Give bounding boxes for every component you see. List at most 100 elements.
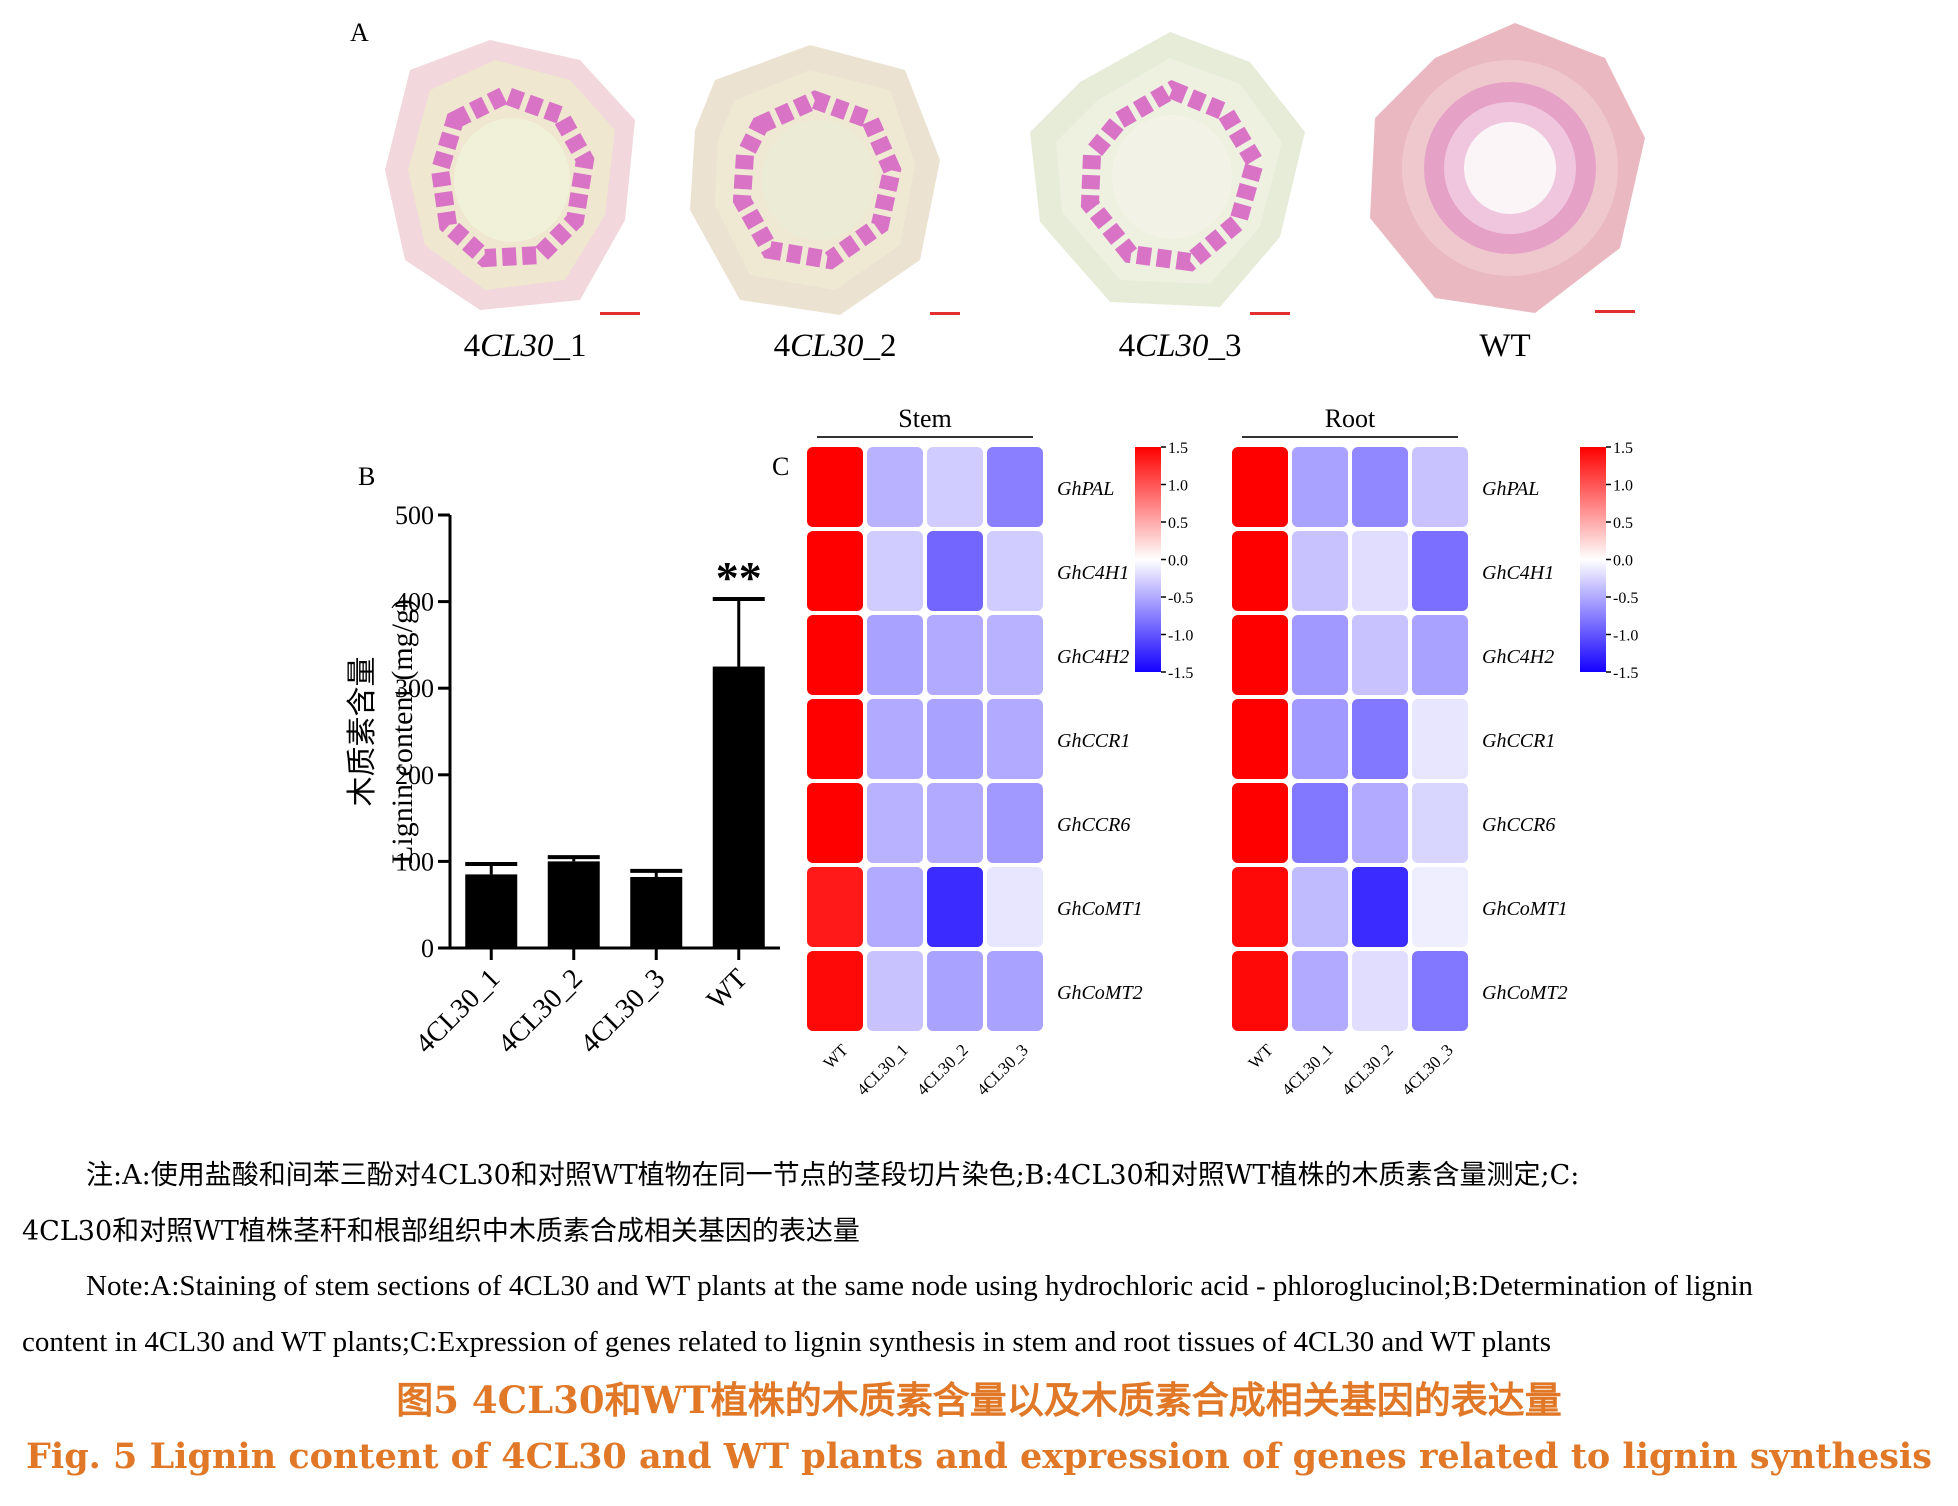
gene-label: GhCoMT2 bbox=[1482, 982, 1568, 1004]
gene-label: GhPAL bbox=[1057, 478, 1114, 500]
scale-tick-label: -0.5 bbox=[1613, 590, 1638, 607]
heatmap-cell bbox=[867, 447, 923, 527]
stem-section-photo-2 bbox=[690, 45, 960, 315]
heatmap-cell bbox=[867, 951, 923, 1031]
heatmap-cell bbox=[1292, 699, 1348, 779]
gene-label: GhCCR6 bbox=[1057, 814, 1130, 836]
heatmap-cell bbox=[1412, 867, 1468, 947]
color-scale-bar bbox=[1135, 447, 1161, 672]
heatmap-cell bbox=[807, 699, 863, 779]
column-label: WT bbox=[820, 1040, 853, 1073]
note-en-line2: content in 4CL30 and WT plants;C:Express… bbox=[22, 1326, 1552, 1358]
significance-mark: ** bbox=[716, 552, 762, 603]
panel-b-letter: B bbox=[358, 462, 376, 491]
stem-section-photo-3 bbox=[1030, 32, 1305, 315]
heatmap-cell bbox=[867, 699, 923, 779]
heatmap-cell bbox=[927, 783, 983, 863]
gene-label: GhPAL bbox=[1482, 478, 1539, 500]
heatmap-cell bbox=[987, 447, 1043, 527]
heatmap-cell bbox=[1292, 783, 1348, 863]
stem-section-photo-wt bbox=[1370, 23, 1645, 313]
column-label: 4CL30_3 bbox=[1398, 1040, 1457, 1099]
heatmap-cell bbox=[867, 867, 923, 947]
note-cn-line1: 注:A:使用盐酸和间苯三酚对4CL30和对照WT植物在同一节点的茎段切片染色;B… bbox=[86, 1160, 1580, 1191]
scale-tick-label: 0.5 bbox=[1613, 515, 1633, 532]
photo-label-wt: WT bbox=[1479, 328, 1531, 364]
scale-tick-label: -0.5 bbox=[1168, 590, 1193, 607]
heatmap-cell bbox=[1292, 615, 1348, 695]
heatmap-cell bbox=[867, 783, 923, 863]
heatmap-cell bbox=[807, 951, 863, 1031]
scale-tick-label: 1.0 bbox=[1613, 478, 1633, 495]
heatmap-cell bbox=[1232, 447, 1288, 527]
scale-tick-label: -1.5 bbox=[1613, 665, 1638, 682]
note-cn-line2: 4CL30和对照WT植株茎秆和根部组织中木质素合成相关基因的表达量 bbox=[22, 1216, 860, 1247]
heatmap-cell bbox=[1352, 531, 1408, 611]
bar bbox=[712, 666, 765, 948]
scale-tick-label: 1.0 bbox=[1168, 478, 1188, 495]
y-tick-label: 0 bbox=[421, 934, 434, 963]
gene-label: GhC4H2 bbox=[1057, 646, 1129, 668]
heatmap-cell bbox=[1352, 951, 1408, 1031]
gene-label: GhCoMT2 bbox=[1057, 982, 1143, 1004]
figure-caption-en: Fig. 5 Lignin content of 4CL30 and WT pl… bbox=[26, 1436, 1932, 1477]
heatmap-cell bbox=[1412, 447, 1468, 527]
heatmap-cell bbox=[1232, 951, 1288, 1031]
heatmap-cell bbox=[867, 531, 923, 611]
gene-label: GhCoMT1 bbox=[1057, 898, 1143, 920]
heatmap-cell bbox=[1232, 699, 1288, 779]
heatmap-cell bbox=[807, 447, 863, 527]
heatmap-cell bbox=[927, 615, 983, 695]
note-en-line1: Note:A:Staining of stem sections of 4CL3… bbox=[86, 1270, 1753, 1302]
heatmap-cell bbox=[987, 783, 1043, 863]
column-label: WT bbox=[1245, 1040, 1278, 1073]
scale-tick-label: -1.0 bbox=[1168, 628, 1193, 645]
heatmap-cell bbox=[987, 531, 1043, 611]
y-tick-label: 100 bbox=[395, 847, 434, 876]
note-cn: 注:A:使用盐酸和间苯三酚对4CL30和对照WT植物在同一节点的茎段切片染色;B… bbox=[22, 1148, 1942, 1260]
scale-tick-label: -1.5 bbox=[1168, 665, 1193, 682]
y-tick-label: 400 bbox=[395, 588, 434, 617]
scale-tick-label: 1.5 bbox=[1168, 440, 1188, 457]
heatmap-cell bbox=[1232, 867, 1288, 947]
x-tick-label: WT bbox=[701, 963, 754, 1016]
y-axis-label: Lignin content (mg/g) bbox=[386, 599, 419, 864]
heatmap-cell bbox=[1292, 447, 1348, 527]
scale-tick-label: 0.0 bbox=[1168, 553, 1188, 570]
heatmap-cell bbox=[1412, 783, 1468, 863]
heatmap-cell bbox=[1292, 951, 1348, 1031]
heatmap-cell bbox=[927, 447, 983, 527]
heatmap-cell bbox=[1352, 615, 1408, 695]
heatmap-cell bbox=[927, 867, 983, 947]
heatmap-cell bbox=[1292, 531, 1348, 611]
heatmap-title: Root bbox=[1325, 404, 1376, 433]
y-axis-label-cn: 木质素含量 bbox=[345, 657, 380, 807]
gene-label: GhCCR6 bbox=[1482, 814, 1555, 836]
bar bbox=[630, 876, 683, 948]
photo-label-1: 4CL30_1 bbox=[463, 328, 587, 364]
column-label: 4CL30_2 bbox=[913, 1040, 972, 1099]
scale-tick-label: 0.5 bbox=[1168, 515, 1188, 532]
gene-label: GhC4H1 bbox=[1057, 562, 1129, 584]
heatmap-cell bbox=[1352, 699, 1408, 779]
heatmap-cell bbox=[1352, 783, 1408, 863]
heatmap-cell bbox=[807, 531, 863, 611]
heatmap-cell bbox=[1412, 615, 1468, 695]
heatmap-cell bbox=[1232, 531, 1288, 611]
column-label: 4CL30_3 bbox=[973, 1040, 1032, 1099]
column-label: 4CL30_1 bbox=[1278, 1040, 1337, 1099]
x-tick-label: 4CL30_1 bbox=[409, 963, 506, 1060]
heatmap-cell bbox=[987, 951, 1043, 1031]
heatmap-cell bbox=[807, 867, 863, 947]
scale-tick-label: -1.0 bbox=[1613, 628, 1638, 645]
heatmap-cell bbox=[807, 615, 863, 695]
stem-section-photo-1 bbox=[385, 40, 640, 315]
heatmap-cell bbox=[1232, 615, 1288, 695]
gene-label: GhC4H1 bbox=[1482, 562, 1554, 584]
heatmap-cell bbox=[867, 615, 923, 695]
color-scale-bar bbox=[1580, 447, 1606, 672]
heatmap-cell bbox=[927, 951, 983, 1031]
gene-label: GhCCR1 bbox=[1482, 730, 1555, 752]
column-label: 4CL30_2 bbox=[1338, 1040, 1397, 1099]
